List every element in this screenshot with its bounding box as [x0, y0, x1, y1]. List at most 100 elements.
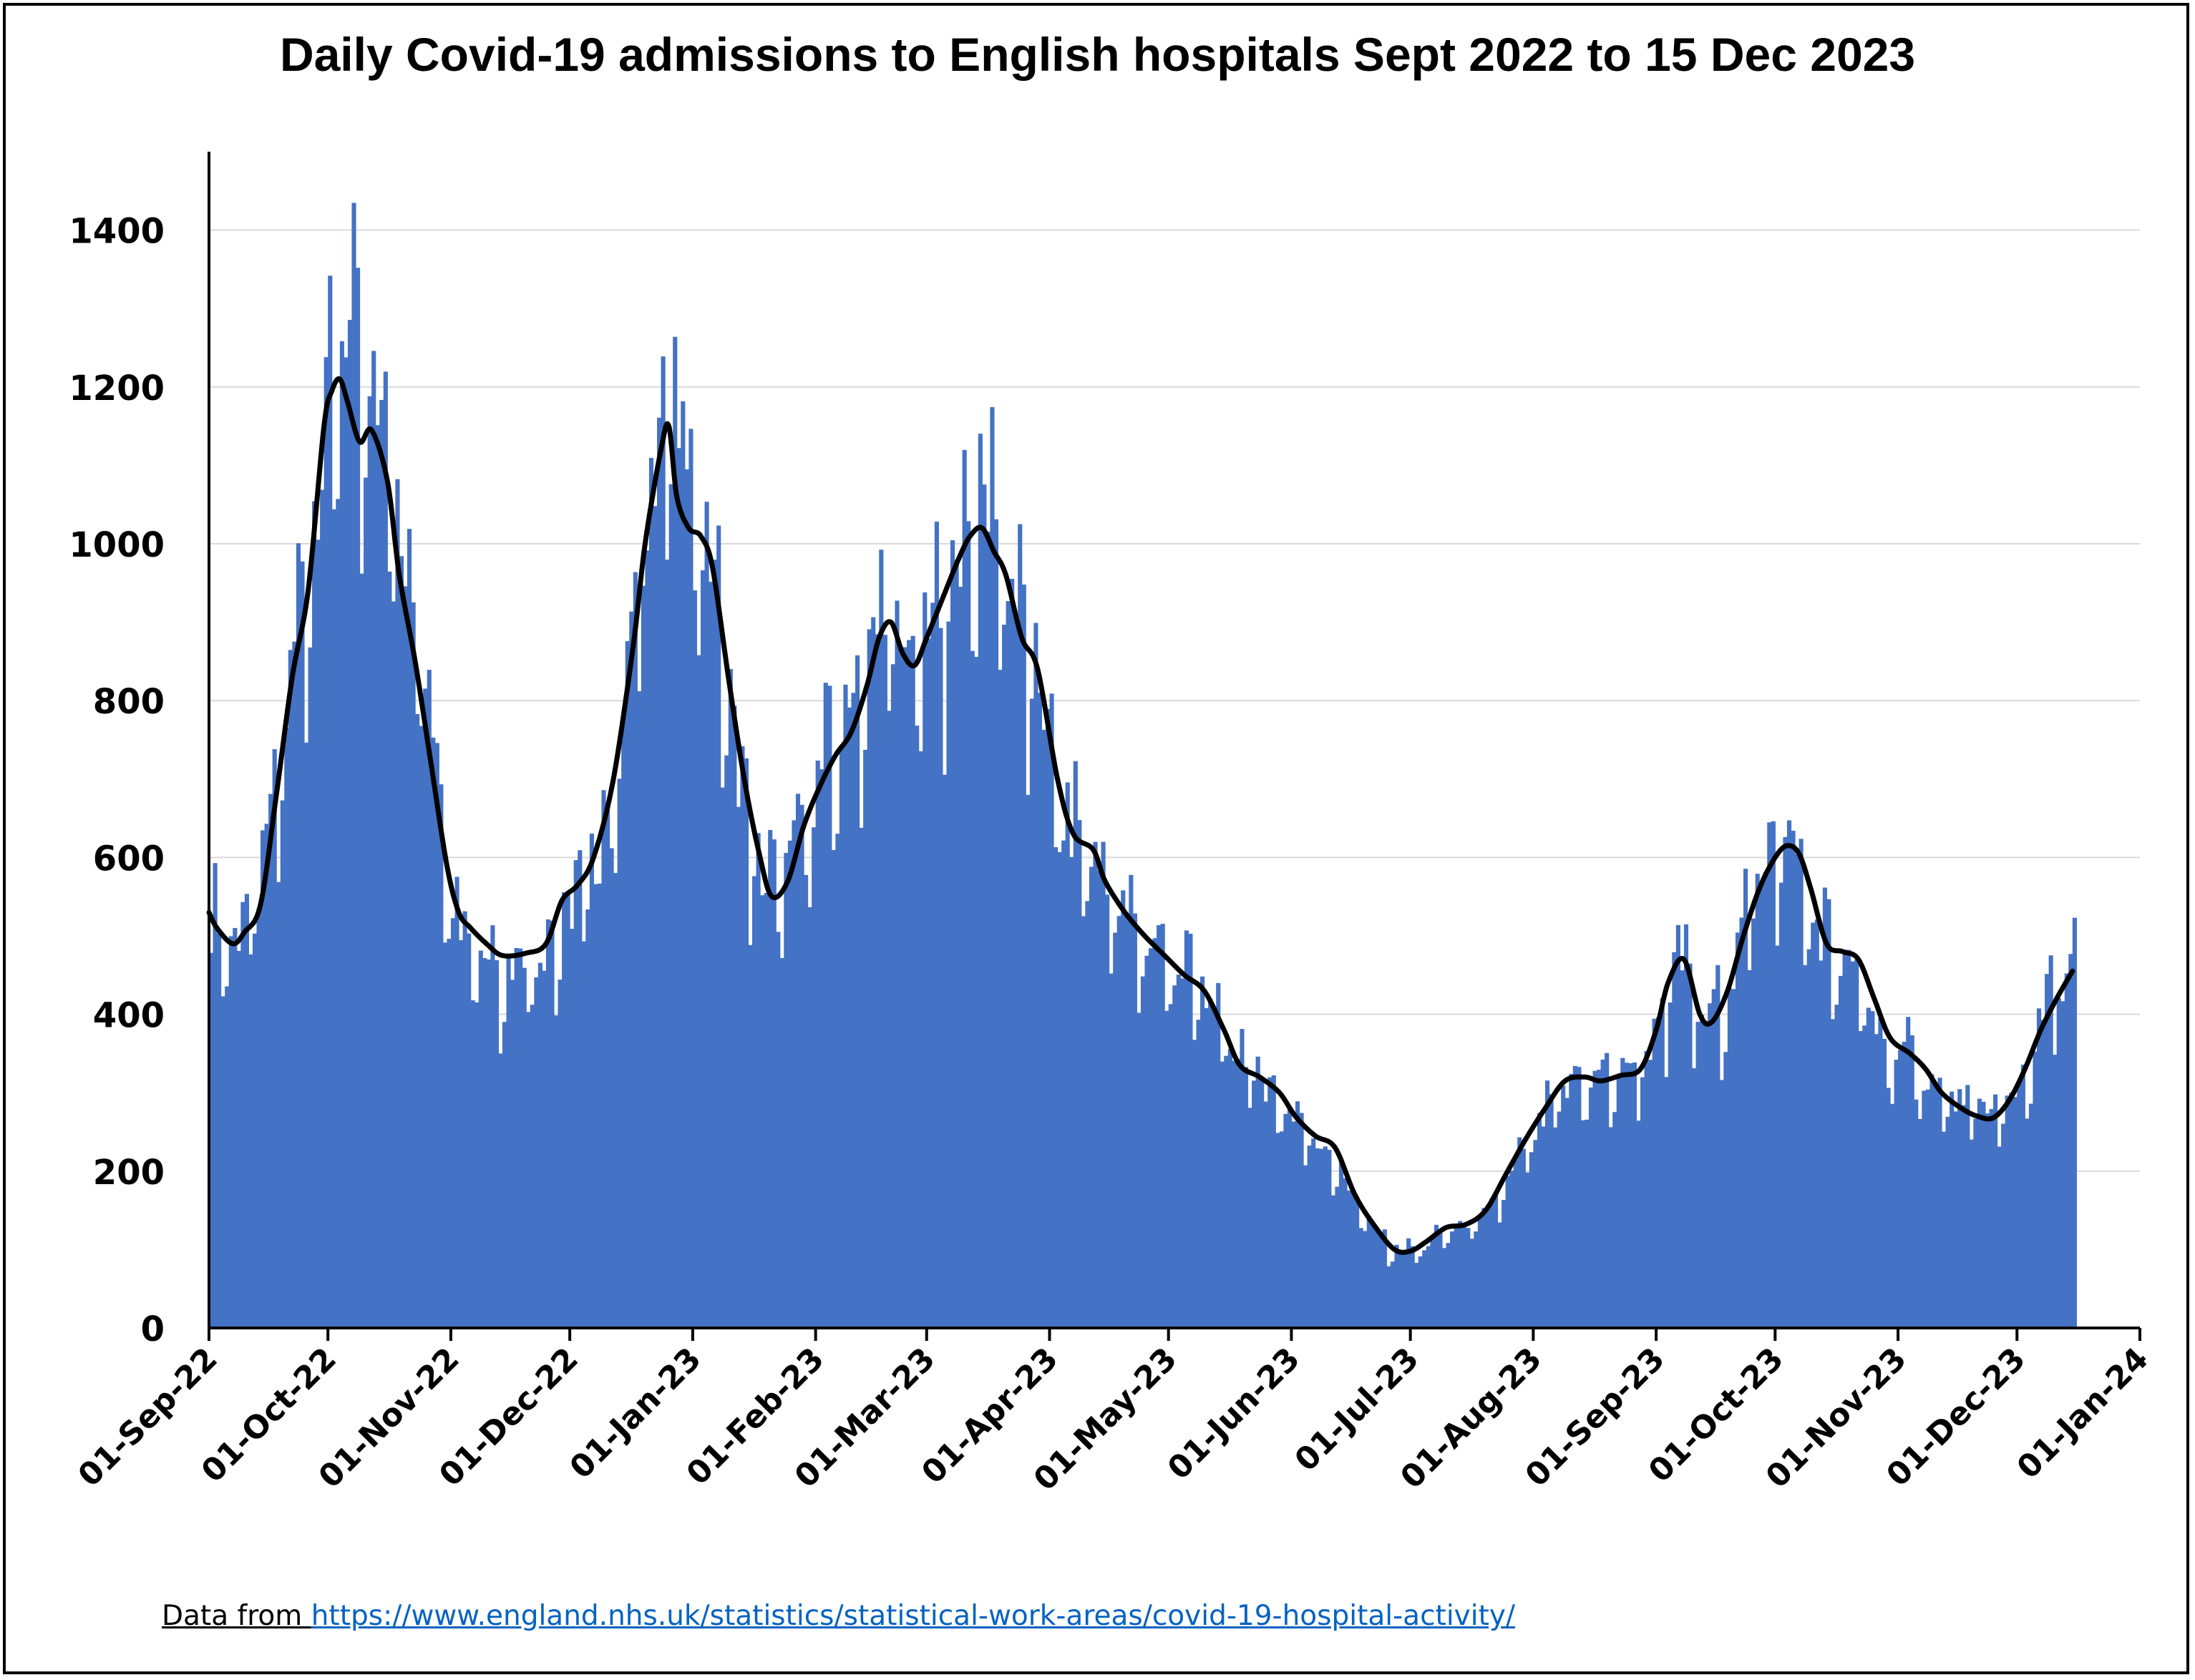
daily-bar	[1148, 948, 1154, 1328]
daily-bar	[1192, 1040, 1197, 1328]
daily-bar	[1089, 866, 1094, 1328]
daily-bar	[284, 728, 289, 1328]
daily-bar	[1834, 1005, 1839, 1328]
daily-bar	[1680, 970, 1685, 1328]
daily-bar	[1838, 975, 1844, 1328]
daily-bar	[926, 638, 931, 1328]
daily-bar	[918, 751, 923, 1328]
daily-bar	[1858, 1030, 1863, 1328]
daily-bar	[847, 707, 852, 1328]
daily-bar	[779, 958, 784, 1328]
daily-bar	[736, 806, 741, 1328]
daily-bar	[1561, 1085, 1566, 1328]
daily-bar	[815, 761, 820, 1328]
daily-bar	[867, 629, 872, 1328]
daily-bar	[1878, 1017, 1883, 1328]
daily-bar	[1846, 949, 1851, 1328]
y-tick-label: 600	[93, 839, 165, 879]
daily-bar	[1441, 1248, 1447, 1328]
daily-bar	[585, 909, 590, 1328]
daily-bar	[1703, 1020, 1708, 1328]
daily-bar	[1600, 1059, 1605, 1328]
daily-bar	[784, 853, 789, 1328]
daily-bar	[966, 521, 971, 1329]
daily-bar	[1121, 890, 1126, 1328]
daily-bar	[1414, 1262, 1419, 1328]
daily-bar	[1029, 698, 1034, 1328]
daily-bar	[930, 602, 935, 1328]
daily-bar	[1093, 841, 1098, 1328]
y-tick-label: 400	[93, 996, 165, 1036]
daily-bar	[470, 1000, 475, 1328]
daily-bar	[1073, 761, 1078, 1328]
daily-bar	[1783, 836, 1788, 1328]
daily-bar	[1101, 841, 1106, 1328]
bar-series	[209, 202, 2077, 1329]
daily-bar	[1394, 1244, 1399, 1328]
daily-bar	[609, 848, 614, 1328]
daily-bar	[1957, 1089, 1962, 1328]
daily-bar	[946, 621, 951, 1328]
daily-bar	[364, 477, 369, 1328]
daily-bar	[1446, 1243, 1451, 1328]
daily-bar	[581, 941, 586, 1328]
daily-bar	[323, 357, 328, 1328]
daily-bar	[792, 820, 797, 1328]
daily-bar	[1894, 1060, 1899, 1328]
daily-bar	[427, 670, 432, 1328]
daily-bar	[1200, 976, 1205, 1328]
daily-bar	[851, 693, 856, 1328]
daily-bar	[843, 684, 848, 1328]
daily-bar	[1632, 1062, 1637, 1328]
daily-bar	[261, 830, 266, 1328]
daily-bar	[1605, 1053, 1610, 1328]
daily-bar	[740, 746, 745, 1328]
daily-bar	[1541, 1126, 1546, 1328]
daily-bar	[1953, 1111, 1958, 1328]
daily-bar	[256, 908, 261, 1328]
daily-bar	[236, 951, 241, 1328]
daily-bar	[704, 502, 709, 1328]
daily-bar	[760, 895, 765, 1328]
daily-bar	[724, 755, 729, 1328]
daily-bar	[1675, 924, 1680, 1328]
daily-bar	[331, 509, 336, 1328]
daily-bar	[676, 448, 681, 1328]
daily-bar	[514, 947, 519, 1328]
daily-bar	[863, 749, 868, 1328]
daily-bar	[1739, 917, 1744, 1328]
daily-bar	[2017, 1083, 2022, 1328]
daily-bar	[621, 715, 626, 1328]
source-link[interactable]: https://www.england.nhs.uk/statistics/st…	[311, 1600, 1516, 1632]
daily-bar	[1299, 1113, 1304, 1328]
daily-bar	[2060, 1001, 2065, 1328]
daily-bar	[1989, 1108, 1994, 1328]
daily-bar	[1077, 820, 1082, 1328]
daily-bar	[1735, 932, 1741, 1328]
daily-bar	[359, 573, 364, 1329]
daily-bar	[1898, 1050, 1903, 1328]
daily-bar	[240, 902, 245, 1328]
daily-bar	[296, 543, 301, 1328]
daily-bar	[1763, 871, 1768, 1328]
daily-bar	[1426, 1246, 1431, 1328]
daily-bar	[399, 556, 404, 1328]
daily-bar	[1521, 1148, 1526, 1328]
daily-bar	[280, 800, 285, 1328]
daily-bar	[268, 793, 273, 1328]
daily-bar	[1311, 1138, 1316, 1328]
daily-bar	[1350, 1189, 1356, 1328]
daily-bar	[1477, 1215, 1482, 1328]
daily-bar	[835, 834, 840, 1328]
daily-bar	[998, 670, 1003, 1328]
daily-bar	[1874, 1034, 1879, 1328]
daily-bar	[391, 601, 396, 1328]
y-tick-label: 800	[93, 682, 165, 722]
daily-bar	[1374, 1230, 1379, 1328]
daily-bar	[1069, 856, 1074, 1328]
daily-bar	[1129, 874, 1134, 1328]
daily-bar	[1018, 524, 1023, 1328]
daily-bar	[1398, 1254, 1403, 1328]
daily-bar	[1811, 922, 1816, 1328]
daily-bar	[530, 1005, 535, 1328]
